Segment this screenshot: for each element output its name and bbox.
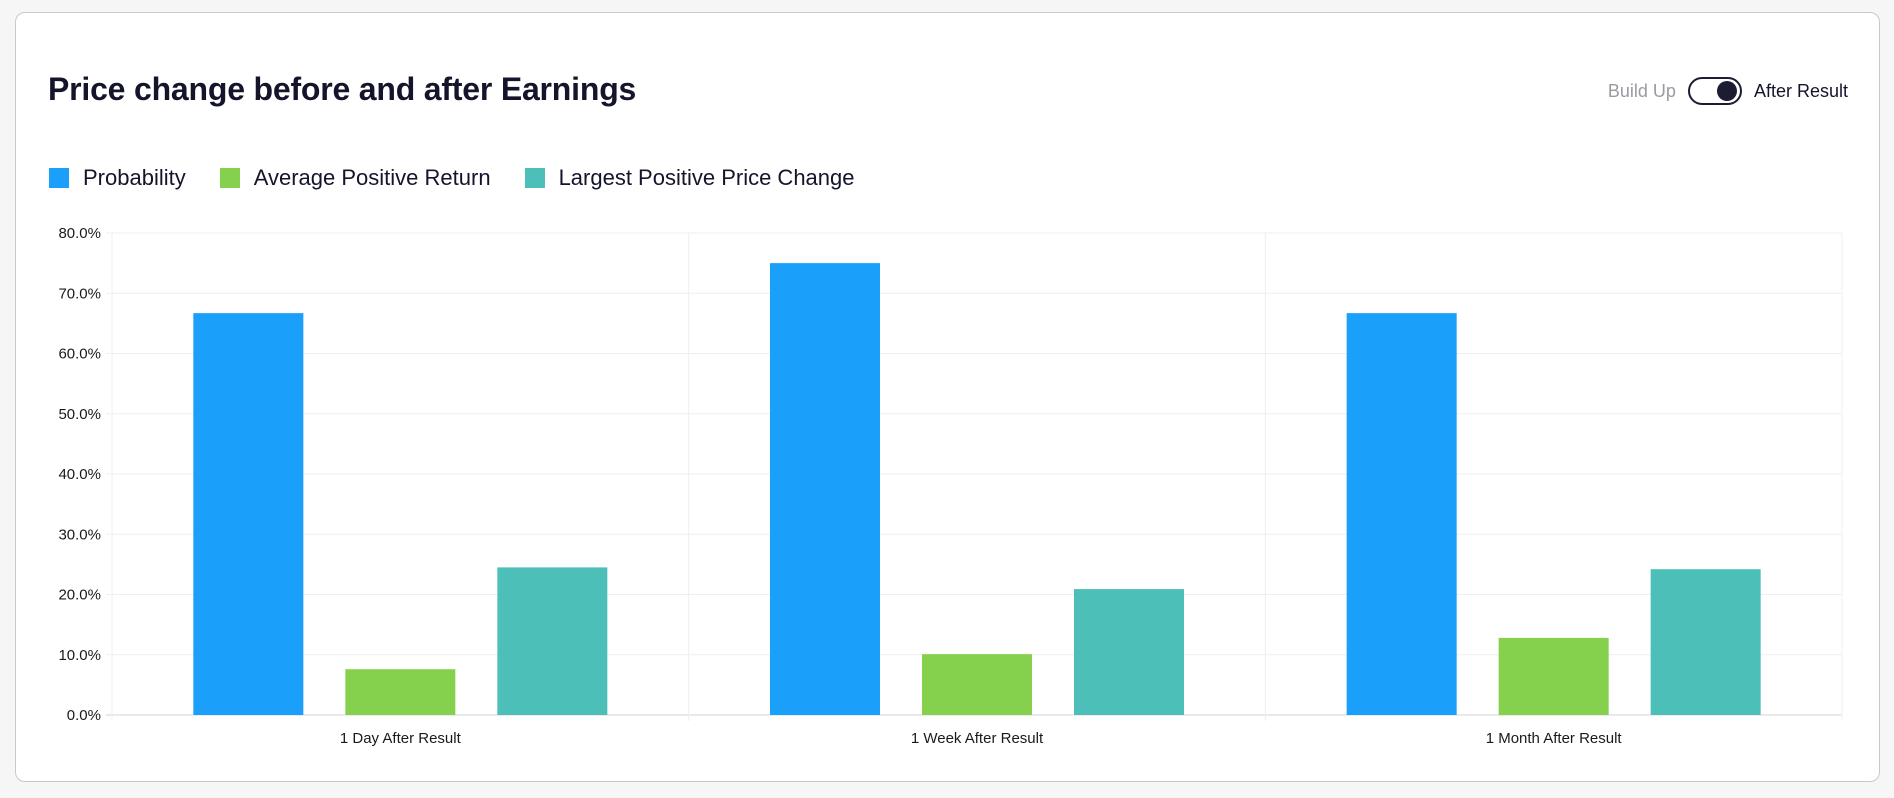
bar-largest-positive-price-change[interactable] <box>1074 589 1184 715</box>
view-toggle: Build Up After Result <box>1608 77 1848 105</box>
legend-swatch-largest-positive-price-change <box>524 168 545 188</box>
y-tick-label: 40.0% <box>58 466 101 483</box>
y-tick-label: 80.0% <box>58 225 101 242</box>
toggle-knob <box>1716 81 1737 101</box>
y-tick-label: 30.0% <box>58 526 101 543</box>
y-tick-label: 0.0% <box>67 707 101 724</box>
bar-probability[interactable] <box>193 313 304 715</box>
x-tick-label: 1 Day After Result <box>340 730 462 747</box>
legend-swatch-probability <box>49 168 69 188</box>
legend-item-average-positive-return[interactable]: Average Positive Return <box>219 165 491 191</box>
chart-title: Price change before and after Earnings <box>48 71 637 107</box>
bar-average-positive-return[interactable] <box>1498 637 1609 715</box>
toggle-label-after-result[interactable]: After Result <box>1753 80 1848 101</box>
bar-average-positive-return[interactable] <box>345 669 456 715</box>
bar-largest-positive-price-change[interactable] <box>497 567 608 715</box>
legend-swatch-average-positive-return <box>219 168 240 188</box>
legend-label-average-positive-return: Average Positive Return <box>253 165 491 190</box>
toggle-label-build-up[interactable]: Build Up <box>1607 80 1676 101</box>
bar-probability[interactable] <box>1346 313 1457 715</box>
legend-label-largest-positive-price-change: Largest Positive Price Change <box>558 165 855 190</box>
bar-largest-positive-price-change[interactable] <box>1650 569 1761 715</box>
bar-chart: 0.0% 10.0% 20.0% 30.0% 40.0% 50.0% 60.0% 70.0% 8… <box>58 225 1843 747</box>
y-tick-label: 70.0% <box>58 285 101 302</box>
x-tick-label: 1 Month After Result <box>1486 730 1623 747</box>
legend-item-largest-positive-price-change[interactable]: Largest Positive Price Change <box>524 165 855 191</box>
y-tick-label: 60.0% <box>58 346 101 363</box>
toggle-switch[interactable] <box>1687 77 1742 105</box>
bar-probability[interactable] <box>770 263 880 715</box>
chart-card: Price change before and after Earnings B… <box>15 12 1880 782</box>
y-tick-label: 10.0% <box>58 647 101 664</box>
y-tick-label: 20.0% <box>58 587 101 604</box>
bar-average-positive-return[interactable] <box>922 654 1032 715</box>
y-tick-label: 50.0% <box>58 406 101 423</box>
legend-label-probability: Probability <box>83 165 186 190</box>
x-tick-label: 1 Week After Result <box>911 730 1044 747</box>
legend-item-probability[interactable]: Probability <box>49 165 186 191</box>
chart-legend: Probability Average Positive Return Larg… <box>49 165 855 191</box>
